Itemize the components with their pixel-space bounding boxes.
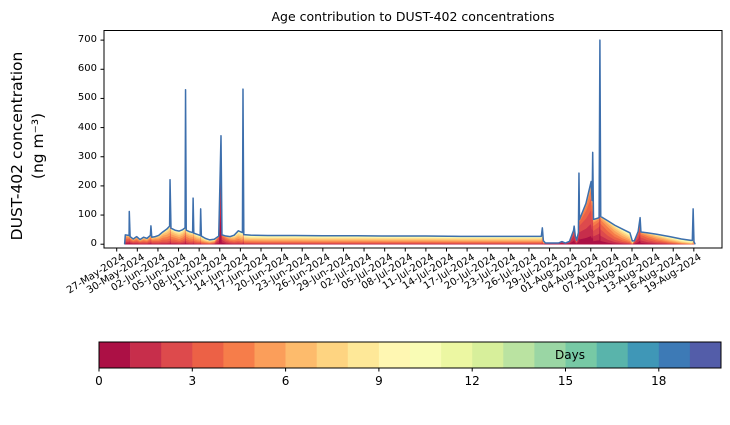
colorbar-swatch <box>99 342 131 368</box>
y-tick-label: 500 <box>77 92 97 104</box>
stacked-area-layer <box>124 40 696 245</box>
stacked-area-layer <box>124 40 696 245</box>
colorbar-tick-label: 6 <box>281 374 290 388</box>
colorbar-swatch <box>410 342 442 368</box>
stacked-area-layer <box>124 40 696 245</box>
colorbar-tick-label: 3 <box>188 374 197 388</box>
stacked-area-layer <box>124 41 696 245</box>
stacked-area-layer <box>124 40 696 245</box>
y-tick-label: 100 <box>77 209 97 221</box>
colorbar-swatch <box>378 342 411 368</box>
y-tick-label: 700 <box>77 34 97 46</box>
colorbar-tick-label: 0 <box>95 374 103 388</box>
y-tick-label: 300 <box>77 150 97 162</box>
colorbar-swatch <box>441 342 473 368</box>
y-tick-label: 200 <box>77 179 97 191</box>
colorbar-swatch <box>658 342 691 368</box>
plot-border <box>103 30 723 249</box>
colorbar-swatch <box>347 342 380 368</box>
colorbar-swatch <box>223 342 255 368</box>
stacked-area-layer <box>124 40 696 245</box>
stacked-area-layer <box>124 40 696 245</box>
chart-title: Age contribution to DUST-402 concentrati… <box>271 9 555 24</box>
colorbar-swatch <box>565 342 597 368</box>
colorbar-tick-label: 12 <box>464 374 480 388</box>
y-tick-label: 400 <box>77 121 97 133</box>
stacked-area-layer <box>124 40 696 245</box>
y-tick-label: 600 <box>77 63 97 75</box>
stacked-area-layer <box>124 40 696 245</box>
colorbar-swatch <box>596 342 628 368</box>
y-tick-label: 0 <box>90 238 97 250</box>
stacked-area-layer <box>124 40 696 245</box>
colorbar-swatch <box>472 342 504 368</box>
stacked-area-layer <box>124 40 696 245</box>
colorbar-tick-label: 18 <box>651 374 667 388</box>
colorbar-swatch <box>254 342 286 368</box>
colorbar-swatch <box>161 342 193 368</box>
colorbar-swatch <box>689 342 722 368</box>
colorbar-swatch <box>627 342 660 368</box>
stacked-area-layer <box>124 40 696 245</box>
colorbar-swatch <box>534 342 566 368</box>
colorbar-tick-label: 15 <box>557 374 574 388</box>
stacked-area-layer <box>124 48 696 245</box>
stacked-area-layer <box>124 40 696 245</box>
stacked-area-layer <box>124 68 696 245</box>
colorbar-swatch <box>503 342 535 368</box>
colorbar-swatch <box>130 342 162 368</box>
colorbar-swatch <box>192 342 224 368</box>
stacked-area-layer <box>124 40 696 245</box>
colorbar-border <box>98 341 722 369</box>
colorbar-swatch <box>316 342 349 368</box>
colorbar-tick-label: 9 <box>375 374 383 388</box>
total-line <box>123 39 696 245</box>
colorbar-swatch <box>285 342 317 368</box>
stacked-area-layer <box>124 40 696 245</box>
colorbar-label: Days <box>555 348 585 362</box>
